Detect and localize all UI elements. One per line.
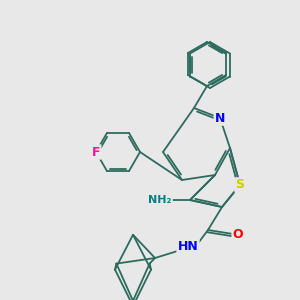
- Text: O: O: [233, 227, 243, 241]
- Text: F: F: [92, 146, 100, 158]
- Text: HN: HN: [178, 239, 198, 253]
- Text: N: N: [215, 112, 225, 124]
- Text: NH₂: NH₂: [148, 195, 172, 205]
- Text: S: S: [236, 178, 244, 191]
